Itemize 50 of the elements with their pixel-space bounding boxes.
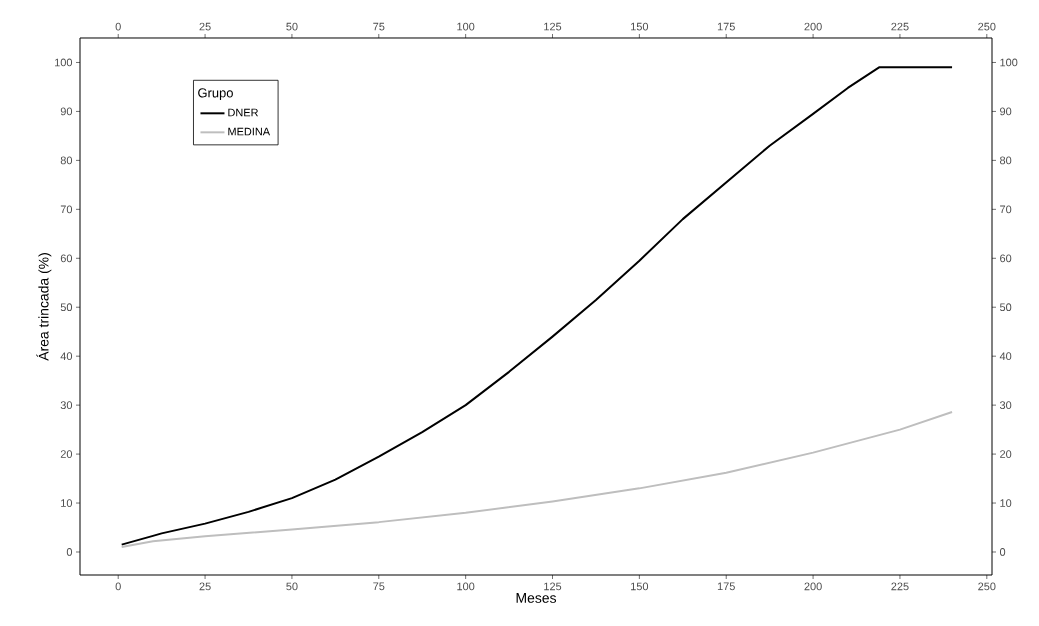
x2-tick-label: 75 [373, 22, 385, 31]
y2-tick-label: 40 [999, 352, 1012, 361]
x-tick-label: 225 [891, 582, 909, 591]
x-tick-label: 25 [199, 582, 211, 591]
y2-tick-label: 80 [1000, 156, 1012, 165]
x2-tick-label: 200 [804, 22, 822, 31]
x-tick-label: 75 [373, 582, 385, 591]
y-tick-label: 60 [60, 254, 73, 263]
y-tick-label: 70 [60, 205, 73, 214]
y2-tick-label: 50 [999, 303, 1012, 312]
y2-tick-label: 70 [1000, 205, 1012, 214]
x-tick-label: 175 [717, 582, 735, 591]
line-series [120, 410, 954, 549]
y2-tick-label: 60 [1000, 254, 1012, 263]
y-tick-label: 10 [61, 499, 73, 507]
x2-tick-label: 25 [199, 22, 211, 31]
y-tick-label: 90 [60, 107, 73, 116]
x2-tick-label: 0 [115, 22, 121, 31]
y-axis-title: Área trincada (%) [36, 253, 52, 361]
x2-tick-label: 125 [544, 22, 562, 31]
legend-label: MEDINA [228, 127, 271, 136]
x-tick-label: 125 [544, 582, 562, 591]
y-tick-label: 20 [60, 450, 73, 458]
x2-tick-label: 175 [717, 22, 735, 31]
legend-label: DNER [228, 108, 259, 117]
x-tick-label: 0 [115, 582, 121, 591]
x2-tick-label: 150 [631, 22, 649, 31]
x-tick-label: 200 [804, 582, 822, 591]
x-tick-label: 150 [631, 582, 649, 591]
y2-tick-label: 0 [999, 548, 1006, 556]
x2-tick-label: 250 [978, 22, 996, 31]
legend-title: Grupo [198, 88, 233, 101]
y-tick-label: 30 [60, 401, 73, 410]
y2-tick-label: 90 [1000, 107, 1012, 116]
y-tick-label: 40 [60, 352, 73, 361]
y-tick-label: 100 [55, 58, 73, 67]
y-tick-label: 50 [60, 303, 73, 312]
y2-tick-label: 30 [999, 401, 1012, 410]
y-tick-label: 80 [60, 156, 73, 165]
x-tick-label: 50 [286, 582, 298, 591]
x-axis-title: Meses [516, 593, 557, 603]
x2-tick-label: 225 [891, 22, 909, 31]
y2-tick-label: 10 [1000, 499, 1012, 507]
y2-tick-label: 100 [1000, 58, 1018, 67]
x2-tick-label: 50 [286, 22, 298, 31]
y-tick-label: 0 [66, 548, 73, 556]
x-tick-label: 100 [457, 582, 475, 591]
x-tick-label: 250 [978, 582, 996, 591]
x2-tick-label: 100 [457, 22, 475, 31]
y2-tick-label: 20 [1000, 450, 1012, 458]
